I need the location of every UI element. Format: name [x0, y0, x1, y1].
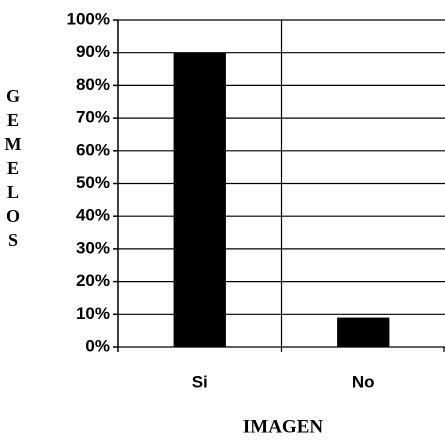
x-tick-label: Si — [192, 372, 208, 391]
y-tick-label: 50% — [76, 173, 110, 192]
bar — [337, 317, 390, 347]
y-axis-label: GEMELOS — [3, 86, 23, 254]
y-tick-label: 20% — [76, 271, 110, 290]
y-tick-label: 70% — [76, 108, 110, 127]
y-tick-label: 60% — [76, 140, 110, 159]
x-tick-label: No — [352, 372, 375, 391]
x-axis-label: IMAGEN — [243, 416, 324, 437]
y-tick-label: 0% — [85, 336, 110, 355]
y-tick-label: 40% — [76, 206, 110, 225]
bar — [173, 52, 226, 347]
y-tick-label: 90% — [76, 42, 110, 61]
y-tick-label: 30% — [76, 238, 110, 257]
y-tick-label: 80% — [76, 75, 110, 94]
y-tick-label: 10% — [76, 304, 110, 323]
y-tick-label: 100% — [67, 9, 110, 28]
